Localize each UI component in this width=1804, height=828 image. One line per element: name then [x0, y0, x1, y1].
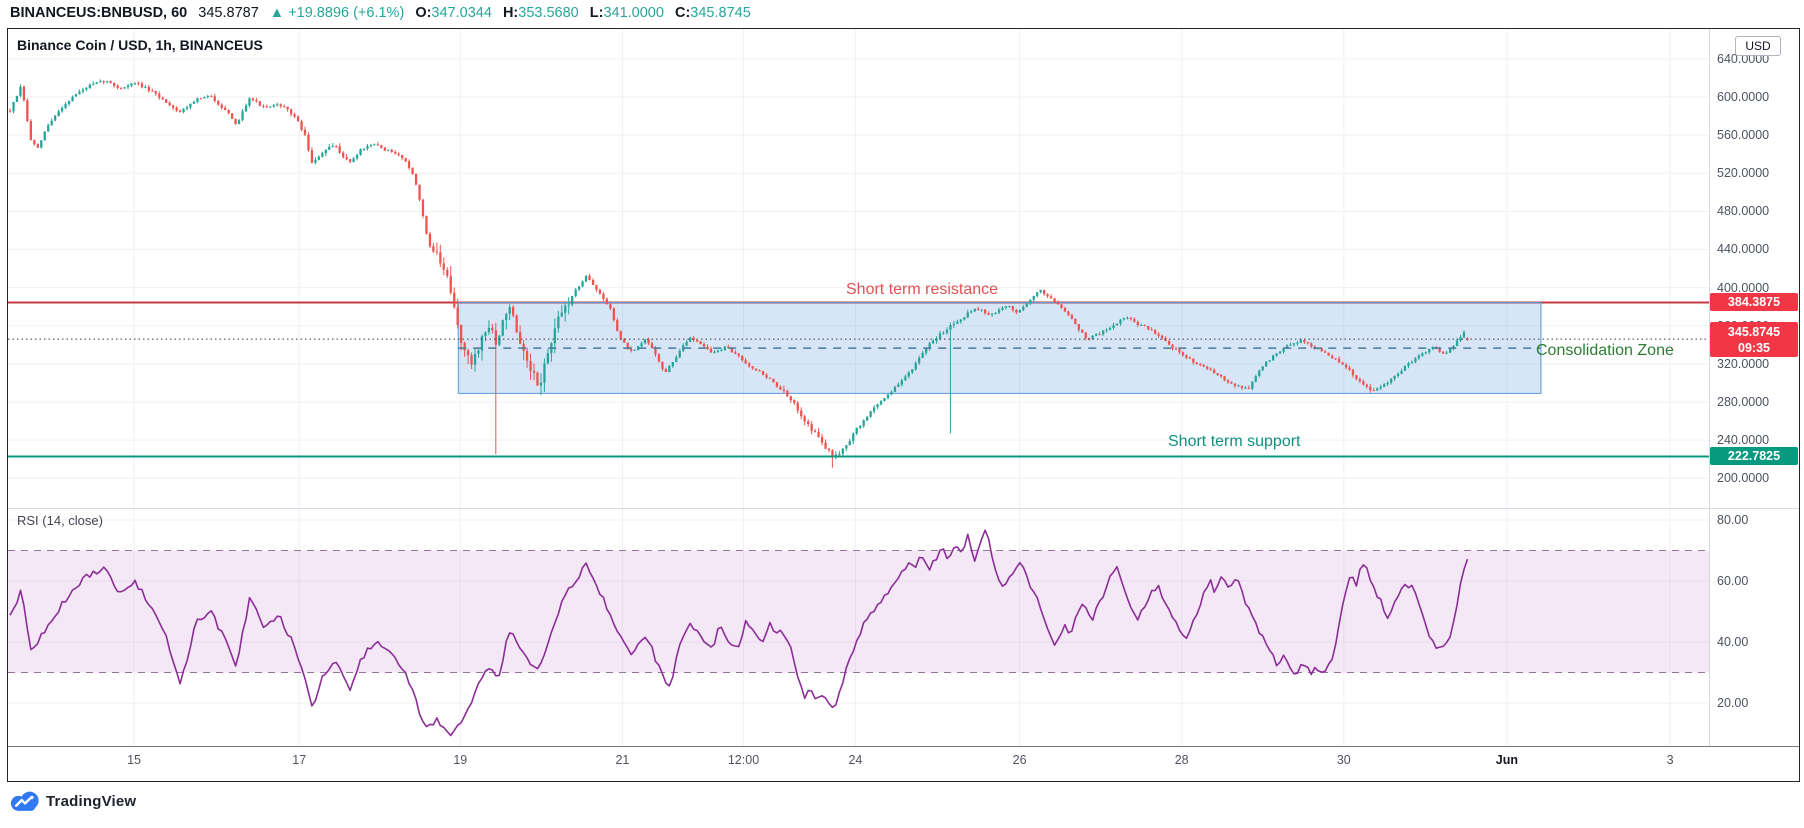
time-tick-label: 21 [615, 753, 630, 767]
price-tick-label: 240.0000 [1717, 433, 1770, 448]
price-tick-label: 520.0000 [1717, 166, 1770, 181]
low-value: 341.0000 [603, 5, 664, 21]
close-value: 345.8745 [690, 5, 751, 21]
tradingview-logo-text: TradingView [46, 793, 137, 810]
change-value: +19.8896 (+6.1%) [288, 5, 405, 21]
open-value: 347.0344 [431, 5, 492, 21]
time-tick-label: 30 [1336, 753, 1351, 767]
price-tick-label: 440.0000 [1717, 242, 1770, 257]
time-axis-border [8, 746, 1799, 747]
symbol-info-bar: BINANCEUS:BNBUSD, 60 345.8787 ▲ +19.8896… [10, 5, 751, 25]
high-value: 353.5680 [518, 5, 579, 21]
tradingview-logo[interactable]: TradingView [10, 791, 136, 812]
pane-separator[interactable] [8, 508, 1799, 509]
time-tick-label: 19 [453, 753, 468, 767]
price-tick-label: 280.0000 [1717, 394, 1770, 409]
price-tick-label: 480.0000 [1717, 204, 1770, 219]
time-tick-label: 17 [292, 753, 307, 767]
support-price-badge: 222.7825 [1710, 447, 1798, 465]
last-price-badge: 345.8745 09:35 [1710, 322, 1798, 357]
time-tick-label: 15 [127, 753, 141, 767]
time-tick-label: 24 [848, 753, 863, 767]
rsi-tick-label: 60.00 [1717, 574, 1749, 588]
price-tick-label: 320.0000 [1717, 356, 1770, 371]
support-annotation[interactable]: Short term support [1168, 433, 1301, 450]
price-tick-label: 560.0000 [1717, 128, 1770, 143]
open-label: O: [415, 5, 432, 21]
tradingview-cloud-icon [10, 791, 39, 811]
close-label: C: [674, 5, 691, 21]
time-tick-label: 28 [1174, 753, 1189, 767]
last-value: 345.8787 [198, 5, 259, 21]
symbol-name[interactable]: BINANCEUS:BNBUSD, 60 [10, 5, 188, 21]
resistance-annotation[interactable]: Short term resistance [846, 281, 999, 298]
candlestick-chart[interactable] [8, 29, 1709, 746]
consolidation-zone-annotation[interactable]: Consolidation Zone [1536, 342, 1674, 359]
price-axis-border [1709, 29, 1710, 746]
up-arrow-icon: ▲ [269, 5, 285, 21]
high-label: H: [502, 5, 519, 21]
rsi-tick-label: 80.00 [1717, 513, 1749, 527]
currency-toggle-usd[interactable]: USD [1735, 36, 1781, 56]
time-tick-label: Jun [1495, 753, 1519, 767]
price-tick-label: 600.0000 [1717, 90, 1770, 104]
low-label: L: [589, 5, 604, 21]
rsi-indicator-label[interactable]: RSI (14, close) [17, 513, 103, 528]
price-tick-label: 200.0000 [1717, 471, 1770, 486]
chart-title: Binance Coin / USD, 1h, BINANCEUS [17, 37, 263, 53]
chart-frame: Binance Coin / USD, 1h, BINANCEUS RSI (1… [7, 28, 1800, 782]
last-price-value: 345.8745 [1727, 325, 1781, 339]
time-tick-label: 3 [1666, 753, 1674, 767]
time-tick-label: 26 [1012, 753, 1027, 767]
price-tick-label: 400.0000 [1717, 280, 1770, 295]
rsi-tick-label: 40.00 [1717, 635, 1749, 649]
resistance-price-badge: 384.3875 [1710, 293, 1798, 311]
time-tick-label: 12:00 [727, 753, 760, 767]
rsi-tick-label: 20.00 [1717, 696, 1749, 710]
bar-countdown: 09:35 [1738, 341, 1770, 355]
